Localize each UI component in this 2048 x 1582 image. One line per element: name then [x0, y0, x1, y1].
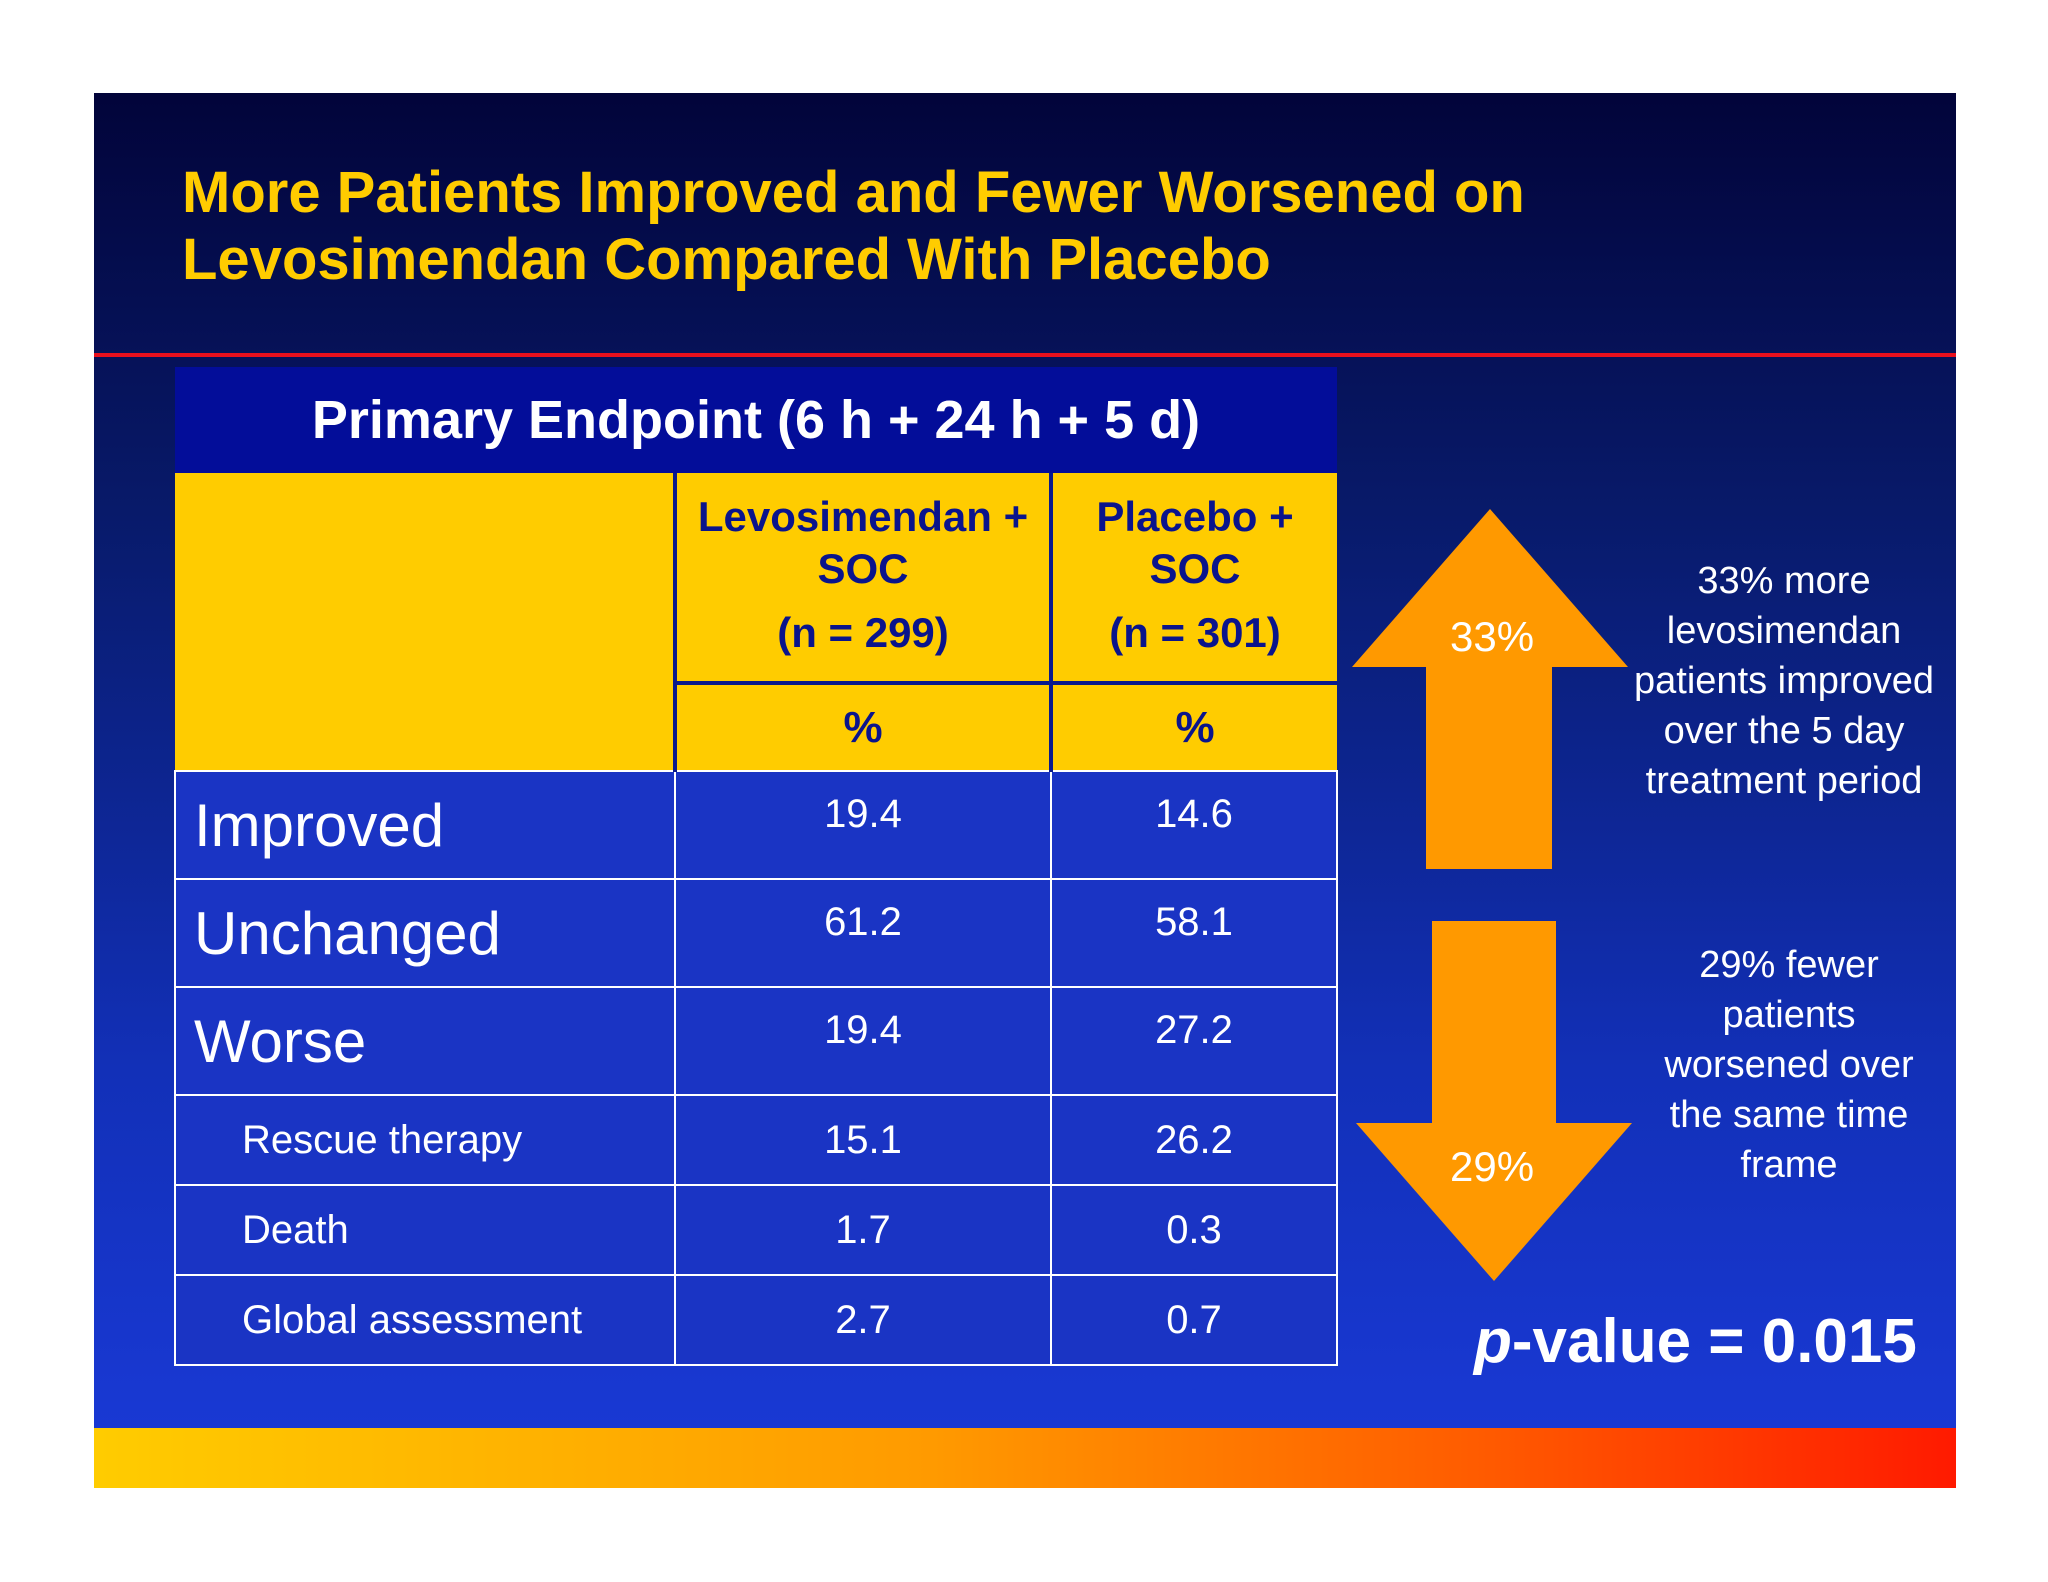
table-row: Rescue therapy 15.1 26.2 [174, 1094, 1338, 1186]
col-header-levosimendan: Levosimendan + SOC (n = 299) [673, 473, 1051, 685]
table-row: Death 1.7 0.3 [174, 1184, 1338, 1276]
table-row: Unchanged 61.2 58.1 [174, 878, 1338, 988]
row-label: Improved [174, 770, 676, 880]
p-value-text: -value = 0.015 [1511, 1307, 1917, 1376]
table-row: Global assessment 2.7 0.7 [174, 1274, 1338, 1366]
cell-placebo: 27.2 [1050, 986, 1338, 1096]
title-line-1: More Patients Improved and Fewer Worsene… [182, 160, 1525, 225]
cell-placebo: 26.2 [1050, 1094, 1338, 1186]
unit-levosimendan: % [673, 683, 1051, 771]
col-header-label: Placebo + SOC [1096, 493, 1294, 592]
down-arrow-label: 29% [1450, 1143, 1535, 1190]
row-label: Worse [174, 986, 676, 1096]
cell-levo: 1.7 [674, 1184, 1052, 1276]
cell-levo: 2.7 [674, 1274, 1052, 1366]
table-row: Worse 19.4 27.2 [174, 986, 1338, 1096]
row-label: Global assessment [174, 1274, 676, 1366]
cell-placebo: 0.3 [1050, 1184, 1338, 1276]
cell-levo: 19.4 [674, 770, 1052, 880]
up-arrow-icon [1352, 509, 1628, 869]
row-label: Death [174, 1184, 676, 1276]
p-value-prefix: p [1474, 1307, 1512, 1376]
improved-note: 33% more levosimendan patients improved … [1634, 560, 1934, 802]
header-blank-cell [175, 473, 675, 771]
row-label: Unchanged [174, 878, 676, 988]
cell-levo: 15.1 [674, 1094, 1052, 1186]
unit-placebo: % [1049, 683, 1337, 771]
title-line-2: Levosimendan Compared With Placebo [182, 227, 1271, 292]
slide: More Patients Improved and Fewer Worsene… [94, 93, 1956, 1488]
col-header-n: (n = 301) [1109, 609, 1281, 656]
down-arrow-icon [1356, 921, 1632, 1281]
endpoint-table: Primary Endpoint (6 h + 24 h + 5 d) Levo… [174, 367, 1338, 1366]
table-row: Improved 19.4 14.6 [174, 770, 1338, 880]
cell-placebo: 14.6 [1050, 770, 1338, 880]
row-label: Rescue therapy [174, 1094, 676, 1186]
slide-title: More Patients Improved and Fewer Worsene… [182, 159, 1682, 293]
worsened-note: 29% fewer patients worsened over the sam… [1664, 944, 1914, 1186]
up-arrow-label: 33% [1450, 613, 1535, 660]
title-divider [94, 353, 1956, 357]
cell-placebo: 58.1 [1050, 878, 1338, 988]
cell-levo: 19.4 [674, 986, 1052, 1096]
col-header-label: Levosimendan + SOC [697, 493, 1029, 592]
bottom-gradient-bar [94, 1428, 1956, 1488]
col-header-n: (n = 299) [777, 609, 949, 656]
table-header: Primary Endpoint (6 h + 24 h + 5 d) [175, 367, 1337, 473]
cell-levo: 61.2 [674, 878, 1052, 988]
p-value: p-value = 0.015 [1474, 1306, 1917, 1377]
cell-placebo: 0.7 [1050, 1274, 1338, 1366]
col-header-placebo: Placebo + SOC (n = 301) [1049, 473, 1337, 685]
